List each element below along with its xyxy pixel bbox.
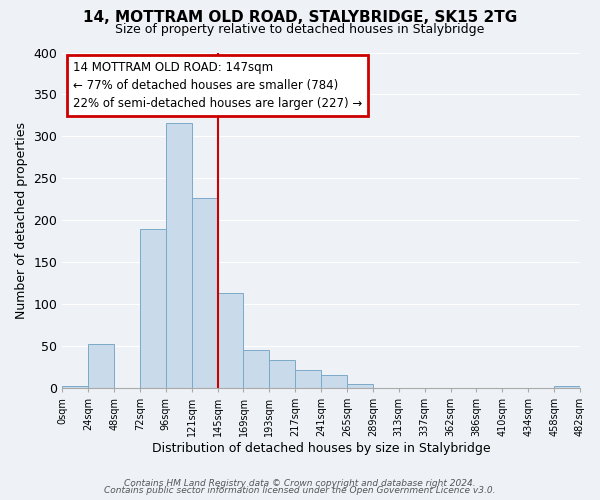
X-axis label: Distribution of detached houses by size in Stalybridge: Distribution of detached houses by size … [152, 442, 490, 455]
Bar [62, 386, 88, 388]
Bar [269, 360, 295, 388]
Text: Contains public sector information licensed under the Open Government Licence v3: Contains public sector information licen… [104, 486, 496, 495]
Bar [321, 376, 347, 388]
Bar [88, 344, 114, 388]
Bar [192, 198, 218, 388]
Bar [218, 294, 244, 388]
Text: Size of property relative to detached houses in Stalybridge: Size of property relative to detached ho… [115, 22, 485, 36]
Text: Contains HM Land Registry data © Crown copyright and database right 2024.: Contains HM Land Registry data © Crown c… [124, 478, 476, 488]
Bar [140, 228, 166, 388]
Y-axis label: Number of detached properties: Number of detached properties [15, 122, 28, 319]
Bar [244, 350, 269, 388]
Bar [295, 370, 321, 388]
Bar [347, 384, 373, 388]
Text: 14 MOTTRAM OLD ROAD: 147sqm
← 77% of detached houses are smaller (784)
22% of se: 14 MOTTRAM OLD ROAD: 147sqm ← 77% of det… [73, 61, 362, 110]
Bar [166, 123, 192, 388]
Bar [554, 386, 580, 388]
Text: 14, MOTTRAM OLD ROAD, STALYBRIDGE, SK15 2TG: 14, MOTTRAM OLD ROAD, STALYBRIDGE, SK15 … [83, 10, 517, 25]
